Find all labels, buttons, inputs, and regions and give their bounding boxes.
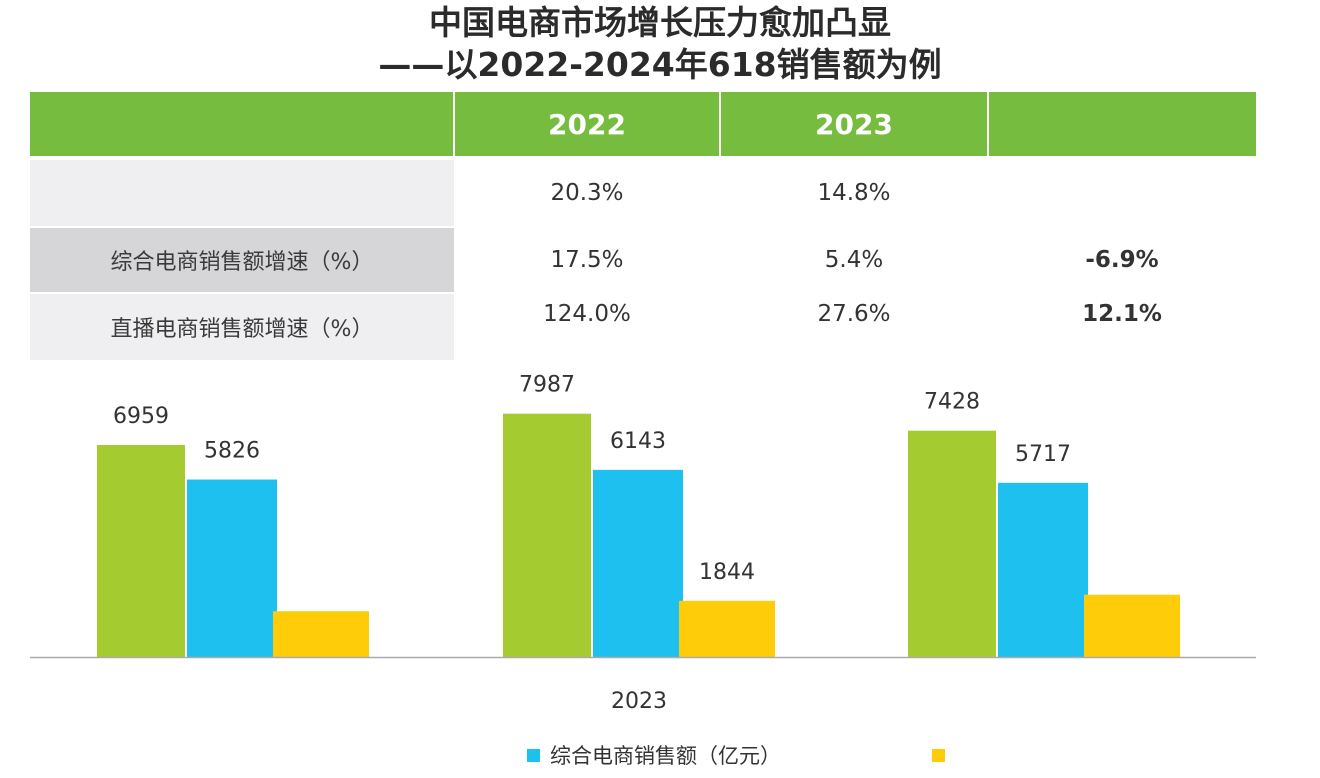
chart-title-line-1: 中国电商市场增长压力愈加凸显 — [429, 3, 891, 42]
table-header-2024 — [988, 92, 1256, 156]
legend-swatch-yellow — [932, 748, 945, 762]
table-header-label-cell — [30, 92, 454, 156]
growth-table: 2022 2023 20.3% 14.8% 综合电商销售额增速（%） 17.5%… — [30, 92, 1256, 360]
data-label-2-group-3: 5717 — [1015, 442, 1071, 467]
row-2-value-2024: -6.9% — [1085, 247, 1159, 273]
row-1-value-2022: 20.3% — [550, 180, 624, 206]
bar-1-group-1 — [97, 445, 185, 657]
bar-3-group-2 — [679, 600, 775, 657]
chart-title-line-2: ——以2022-2024年618销售额为例 — [378, 45, 942, 84]
legend-item-1: 综合电商销售额（亿元） — [527, 738, 781, 772]
bar-1-group-3 — [908, 430, 996, 657]
legend-label-1: 综合电商销售额（亿元） — [550, 744, 781, 768]
row-3-value-2024: 12.1% — [1082, 301, 1162, 327]
row-label-1 — [30, 160, 454, 226]
table-header-2023: 2023 — [720, 92, 988, 156]
data-label-1-group-2: 7987 — [519, 373, 575, 398]
row-2-value-2023: 5.4% — [824, 247, 884, 273]
data-label-1-group-3: 7428 — [924, 390, 980, 415]
bar-3-group-1 — [273, 611, 369, 657]
header-divider — [987, 92, 989, 156]
header-divider — [719, 92, 721, 156]
row-3-value-2022: 124.0% — [543, 301, 631, 327]
bar-chart: 6959 5826 7987 6143 1844 2023 7428 5717 — [30, 373, 1256, 714]
row-label-2: 综合电商销售额增速（%） — [30, 228, 454, 292]
data-label-1-group-1: 6959 — [113, 404, 169, 429]
x-axis-tick-label: 2023 — [611, 689, 667, 714]
row-label-3: 直播电商销售额增速（%） — [30, 294, 454, 360]
bar-2-group-1 — [187, 479, 277, 657]
bar-2-group-3 — [998, 482, 1088, 657]
row-1-value-2023: 14.8% — [817, 180, 891, 206]
bar-2-group-2 — [593, 469, 683, 657]
table-header-2022: 2022 — [454, 92, 720, 156]
legend-swatch-blue — [527, 748, 540, 762]
row-2-value-2022: 17.5% — [550, 247, 624, 273]
header-divider — [453, 92, 455, 156]
bar-3-group-3 — [1084, 594, 1180, 657]
data-label-2-group-2: 6143 — [610, 429, 666, 454]
bar-1-group-2 — [503, 413, 591, 657]
data-label-2-group-1: 5826 — [204, 439, 260, 464]
data-label-3-group-2: 1844 — [699, 560, 755, 585]
legend-item-2 — [932, 738, 955, 772]
row-3-value-2023: 27.6% — [817, 301, 891, 327]
